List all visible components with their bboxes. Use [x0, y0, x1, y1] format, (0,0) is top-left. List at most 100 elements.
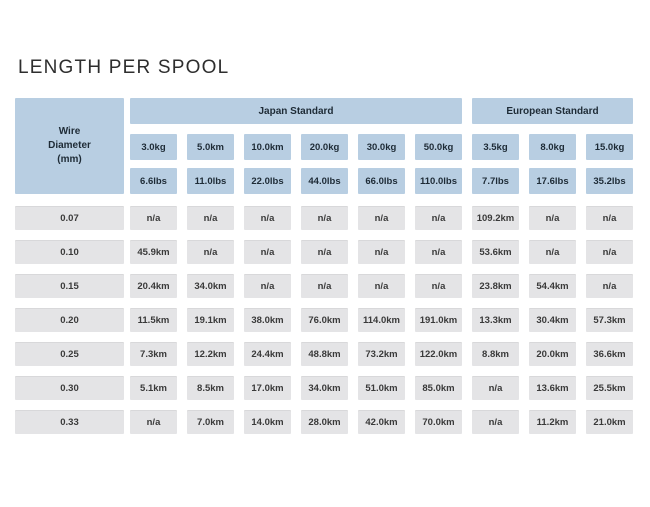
value-cell: 53.6km — [472, 240, 519, 264]
value-cell: n/a — [244, 240, 291, 264]
table-header: Wire Diameter (mm) Japan Standard Europe… — [15, 98, 633, 194]
value-cell: 11.5km — [130, 308, 177, 332]
kg-header-cell: 3.5kg — [472, 134, 519, 160]
value-cell: n/a — [586, 206, 633, 230]
row-diameter-cell: 0.30 — [15, 376, 124, 400]
value-cell: 28.0km — [301, 410, 348, 434]
kg-header-cell: 5.0km — [187, 134, 234, 160]
group-band-row: Japan Standard European Standard — [130, 98, 633, 124]
lbs-header-row: 6.6lbs 11.0lbs 22.0lbs 44.0lbs 66.0lbs 110.0l… — [130, 168, 633, 194]
value-cell: 85.0km — [415, 376, 462, 400]
value-cell: 34.0km — [301, 376, 348, 400]
value-cell: 5.1km — [130, 376, 177, 400]
lbs-header-cell: 7.7lbs — [472, 168, 519, 194]
value-cell: 45.9km — [130, 240, 177, 264]
kg-header-cell: 20.0kg — [301, 134, 348, 160]
value-cell: 7.0km — [187, 410, 234, 434]
value-cell: n/a — [301, 206, 348, 230]
row-diameter-cell: 0.25 — [15, 342, 124, 366]
value-cell: 14.0km — [244, 410, 291, 434]
kg-header-cell: 10.0km — [244, 134, 291, 160]
lbs-header-cell: 6.6lbs — [130, 168, 177, 194]
value-cell: n/a — [244, 274, 291, 298]
value-cell: 19.1km — [187, 308, 234, 332]
value-cell: 21.0km — [586, 410, 633, 434]
group-header-european-standard: European Standard — [472, 98, 633, 124]
value-cell: n/a — [415, 240, 462, 264]
value-cell: 73.2km — [358, 342, 405, 366]
value-cell: 7.3km — [130, 342, 177, 366]
table-row: 0.33 n/a 7.0km 14.0km 28.0km 42.0km 70.0km n/a 1… — [15, 410, 633, 434]
value-cell: n/a — [301, 240, 348, 264]
lbs-header-cell: 22.0lbs — [244, 168, 291, 194]
value-cell: n/a — [187, 206, 234, 230]
lbs-header-cell: 11.0lbs — [187, 168, 234, 194]
wire-header-line-2: Diameter — [48, 140, 91, 151]
value-cell: n/a — [472, 410, 519, 434]
value-cell: 38.0km — [244, 308, 291, 332]
value-cell: 13.3km — [472, 308, 519, 332]
value-cell: n/a — [187, 240, 234, 264]
row-diameter-cell: 0.15 — [15, 274, 124, 298]
value-cell: 48.8km — [301, 342, 348, 366]
kg-header-cell: 8.0kg — [529, 134, 576, 160]
value-cell: 30.4km — [529, 308, 576, 332]
value-cell: 25.5km — [586, 376, 633, 400]
value-cell: 191.0km — [415, 308, 462, 332]
value-cell: n/a — [358, 206, 405, 230]
value-cell: 12.2km — [187, 342, 234, 366]
value-cell: n/a — [130, 206, 177, 230]
table-body: 0.07 n/a n/a n/a n/a n/a n/a 109.2km n/a n/a 0.10 4… — [15, 206, 633, 434]
page-title: LENGTH PER SPOOL — [18, 57, 230, 78]
value-cell: n/a — [529, 206, 576, 230]
value-cell: n/a — [529, 240, 576, 264]
value-cell: n/a — [130, 410, 177, 434]
value-cell: 13.6km — [529, 376, 576, 400]
value-cell: 24.4km — [244, 342, 291, 366]
lbs-header-cell: 44.0lbs — [301, 168, 348, 194]
value-cell: 11.2km — [529, 410, 576, 434]
value-cell: 114.0km — [358, 308, 405, 332]
table-row: 0.10 45.9km n/a n/a n/a n/a n/a 53.6km n/a n/a — [15, 240, 633, 264]
value-cell: 57.3km — [586, 308, 633, 332]
row-diameter-cell: 0.20 — [15, 308, 124, 332]
value-cell: 54.4km — [529, 274, 576, 298]
row-diameter-cell: 0.33 — [15, 410, 124, 434]
value-cell: 42.0km — [358, 410, 405, 434]
table-row: 0.15 20.4km 34.0km n/a n/a n/a n/a 23.8km 54.4km… — [15, 274, 633, 298]
value-cell: n/a — [358, 240, 405, 264]
spool-table: Wire Diameter (mm) Japan Standard Europe… — [15, 98, 633, 444]
value-cell: n/a — [358, 274, 405, 298]
kg-header-cell: 50.0kg — [415, 134, 462, 160]
table-row: 0.07 n/a n/a n/a n/a n/a n/a 109.2km n/a n/a — [15, 206, 633, 230]
value-cell: 20.0km — [529, 342, 576, 366]
value-cell: n/a — [244, 206, 291, 230]
value-cell: 122.0km — [415, 342, 462, 366]
wire-diameter-header: Wire Diameter (mm) — [15, 98, 124, 194]
value-cell: 51.0km — [358, 376, 405, 400]
value-cell: 17.0km — [244, 376, 291, 400]
row-diameter-cell: 0.10 — [15, 240, 124, 264]
lbs-header-cell: 110.0lbs — [415, 168, 462, 194]
value-cell: n/a — [586, 240, 633, 264]
value-cell: 70.0km — [415, 410, 462, 434]
value-cell: n/a — [301, 274, 348, 298]
table-row: 0.25 7.3km 12.2km 24.4km 48.8km 73.2km 122.0km… — [15, 342, 633, 366]
value-cell: 8.5km — [187, 376, 234, 400]
value-cell: n/a — [415, 274, 462, 298]
wire-header-line-3: (mm) — [57, 154, 82, 165]
lbs-header-cell: 17.6lbs — [529, 168, 576, 194]
value-cell: n/a — [415, 206, 462, 230]
value-cell: 36.6km — [586, 342, 633, 366]
value-cell: 34.0km — [187, 274, 234, 298]
kg-header-cell: 3.0kg — [130, 134, 177, 160]
row-diameter-cell: 0.07 — [15, 206, 124, 230]
value-cell: 76.0km — [301, 308, 348, 332]
value-cell: 8.8km — [472, 342, 519, 366]
table-row: 0.20 11.5km 19.1km 38.0km 76.0km 114.0km 191.0… — [15, 308, 633, 332]
table-row: 0.30 5.1km 8.5km 17.0km 34.0km 51.0km 85.0km n/… — [15, 376, 633, 400]
kg-header-cell: 15.0kg — [586, 134, 633, 160]
lbs-header-cell: 35.2lbs — [586, 168, 633, 194]
lbs-header-cell: 66.0lbs — [358, 168, 405, 194]
